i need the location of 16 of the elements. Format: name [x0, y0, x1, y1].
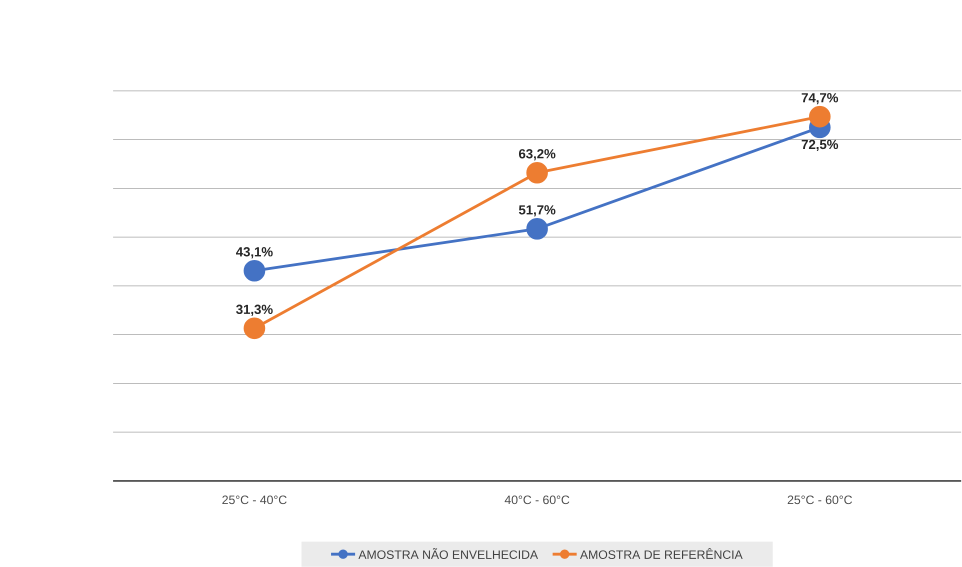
- x-tick-label: 40°C - 60°C: [504, 496, 570, 504]
- data-label: 51,7%: [518, 205, 556, 216]
- legend-label: AMOSTRA NÃO ENVELHECIDA: [358, 548, 538, 560]
- point: [244, 318, 266, 340]
- data-label: 72,5%: [802, 140, 838, 152]
- point: [526, 218, 548, 240]
- data-label: 63,2%: [518, 149, 556, 160]
- point: [809, 106, 831, 128]
- x-tick-label: 25°C - 60°C: [788, 496, 852, 504]
- data-label: 43,1%: [236, 247, 273, 258]
- x-tick-label: 25°C - 40°C: [222, 496, 287, 504]
- legend-label: AMOSTRA DE REFERÊNCIA: [580, 548, 743, 560]
- data-label: 74,7%: [802, 93, 838, 104]
- point: [244, 260, 266, 282]
- point: [526, 162, 548, 184]
- data-label: 31,3%: [236, 304, 273, 316]
